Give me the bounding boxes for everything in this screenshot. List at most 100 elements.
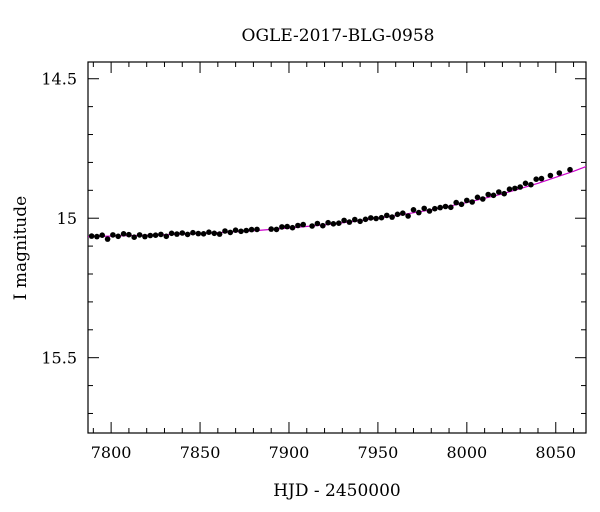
x-tick-label: 7900: [269, 443, 310, 462]
x-tick-label: 7950: [358, 443, 399, 462]
x-tick-label: 8000: [446, 443, 487, 462]
data-point: [211, 230, 218, 237]
data-point: [238, 228, 244, 235]
chart-title: OGLE-2017-BLG-0958: [242, 26, 435, 46]
data-point: [147, 232, 154, 239]
data-point: [142, 233, 148, 240]
data-point: [528, 181, 534, 188]
data-point: [442, 203, 449, 210]
plot-frame: [87, 61, 587, 434]
data-point: [373, 215, 379, 222]
data-point: [458, 201, 465, 208]
data-point: [432, 205, 438, 212]
data-point: [480, 196, 486, 202]
data-point: [512, 185, 518, 192]
x-axis-label: HJD - 2450000: [273, 481, 401, 501]
data-point: [88, 233, 95, 239]
data-point: [110, 232, 116, 238]
axis-ticks: [88, 62, 586, 433]
data-point: [179, 230, 186, 236]
data-point: [464, 197, 470, 204]
data-point: [104, 236, 111, 242]
data-point: [400, 210, 406, 216]
data-point: [232, 227, 239, 233]
data-point: [567, 166, 573, 173]
data-point: [357, 218, 363, 225]
tick-labels: 7800 7850 7900 7950 8000 8050 14.5 15 15.5: [41, 70, 576, 462]
data-point: [469, 199, 476, 205]
data-point: [325, 219, 331, 226]
data-point: [254, 226, 260, 233]
data-point: [195, 230, 202, 237]
data-point: [501, 190, 508, 197]
y-axis-label: I magnitude: [11, 196, 31, 300]
data-point: [94, 233, 100, 240]
model-curve: [87, 166, 587, 238]
y-tick-label: 15: [57, 209, 77, 228]
data-point: [243, 227, 250, 234]
data-point: [248, 226, 255, 233]
data-point: [163, 233, 170, 240]
data-point: [389, 214, 395, 220]
data-point: [352, 216, 358, 223]
data-point: [284, 223, 291, 230]
data-point: [115, 233, 121, 240]
y-tick-label: 15.5: [41, 349, 77, 368]
data-point: [421, 205, 428, 212]
data-point: [538, 175, 545, 182]
data-point: [126, 231, 132, 238]
data-point: [448, 204, 454, 211]
data-point: [174, 231, 180, 237]
data-point: [341, 217, 347, 224]
data-point: [120, 231, 127, 237]
data-point: [426, 208, 433, 214]
data-point: [547, 172, 554, 179]
data-point: [168, 230, 175, 237]
data-point: [485, 191, 492, 198]
data-point: [227, 229, 234, 236]
data-point: [320, 222, 326, 229]
data-point: [273, 226, 280, 233]
data-point: [216, 231, 223, 237]
data-point: [416, 209, 422, 216]
data-point: [453, 199, 460, 206]
data-point: [206, 229, 212, 235]
x-tick-label: 8050: [535, 443, 576, 462]
data-point: [496, 189, 502, 195]
data-point: [200, 231, 207, 237]
data-point: [268, 226, 275, 232]
x-tick-label: 7850: [180, 443, 221, 462]
data-point: [222, 228, 228, 234]
data-point: [152, 232, 159, 238]
data-point: [394, 211, 401, 218]
data-point: [289, 224, 296, 231]
data-point: [158, 231, 164, 238]
data-point: [517, 184, 523, 190]
data-point: [184, 231, 191, 238]
data-point: [336, 220, 342, 226]
data-point: [506, 186, 513, 192]
data-point: [314, 220, 321, 227]
data-point: [533, 176, 539, 182]
x-tick-label: 7800: [91, 443, 132, 462]
data-points: [88, 166, 573, 242]
data-point: [384, 212, 390, 219]
data-point: [279, 224, 285, 230]
data-point: [362, 216, 369, 223]
data-point: [190, 229, 196, 236]
data-point: [368, 215, 374, 221]
data-point: [136, 232, 143, 238]
data-point: [295, 222, 301, 229]
data-point: [556, 170, 563, 176]
data-point: [522, 180, 529, 187]
data-point: [437, 204, 444, 211]
y-tick-label: 14.5: [41, 70, 77, 89]
data-point: [410, 207, 417, 213]
data-point: [330, 221, 337, 227]
data-point: [300, 221, 307, 228]
data-point: [309, 223, 315, 229]
data-point: [474, 194, 481, 201]
model-layer: [87, 166, 587, 238]
data-point: [346, 219, 353, 225]
